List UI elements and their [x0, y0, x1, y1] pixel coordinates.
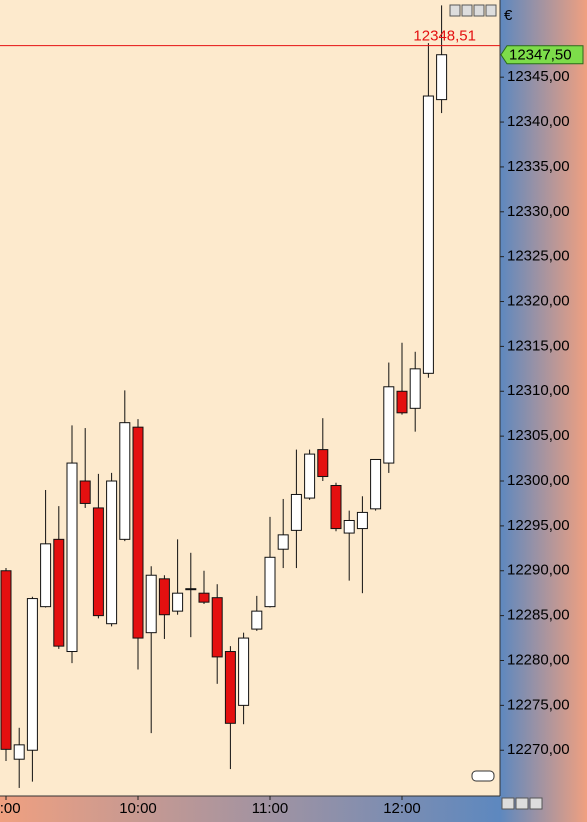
- window-controls: [449, 4, 497, 17]
- reference-label: 12348,51: [413, 28, 476, 45]
- candle-body: [343, 519, 355, 534]
- y-tick-label: 12295,00: [507, 517, 570, 534]
- y-tick-label: 12315,00: [507, 337, 570, 354]
- candle-body: [317, 449, 329, 478]
- y-tick-label: 12345,00: [507, 68, 570, 85]
- candle-body: [40, 543, 52, 608]
- candle-body: [145, 574, 157, 634]
- x-tick-label: 9:00: [0, 800, 21, 817]
- candle-body: [13, 744, 25, 760]
- candle-body: [53, 538, 65, 647]
- x-tick-label: 10:00: [119, 800, 157, 817]
- candle-body: [119, 422, 131, 540]
- candle-body: [79, 480, 91, 504]
- y-tick-label: 12285,00: [507, 607, 570, 624]
- last-price-label: 12347,50: [509, 47, 572, 64]
- restore-button[interactable]: [473, 4, 485, 17]
- scale-handle[interactable]: [471, 770, 495, 782]
- candle-body: [277, 534, 289, 550]
- y-tick-label: 12290,00: [507, 562, 570, 579]
- zoom-button[interactable]: [501, 797, 515, 810]
- candle-body: [132, 426, 144, 639]
- time-axis-background: [0, 796, 500, 822]
- zoom-button[interactable]: [515, 797, 529, 810]
- candle-body: [356, 511, 368, 530]
- candle-body: [211, 597, 223, 658]
- candle-body: [224, 651, 236, 724]
- candle-body: [172, 592, 184, 612]
- y-tick-label: 12305,00: [507, 427, 570, 444]
- currency-label: €: [504, 7, 513, 24]
- candle-body: [26, 598, 38, 751]
- candle-body: [436, 54, 448, 101]
- last-price-box: [500, 45, 584, 65]
- candle-body: [330, 484, 342, 530]
- candle-body: [409, 368, 421, 409]
- candle-body: [422, 95, 434, 374]
- y-tick-label: 12280,00: [507, 651, 570, 668]
- candle-body: [396, 390, 408, 414]
- y-tick-label: 12335,00: [507, 158, 570, 175]
- y-tick-label: 12320,00: [507, 292, 570, 309]
- candle-body: [383, 386, 395, 464]
- candle-body: [251, 610, 263, 630]
- candle-body: [290, 493, 302, 531]
- y-tick-label: 12330,00: [507, 203, 570, 220]
- y-tick-label: 12310,00: [507, 382, 570, 399]
- candle-body: [158, 578, 170, 616]
- candle-body: [238, 637, 250, 706]
- price-axis-background: [500, 0, 587, 822]
- candle-body: [106, 480, 118, 625]
- scroll-left-button[interactable]: [449, 4, 461, 17]
- y-tick-label: 12270,00: [507, 741, 570, 758]
- candle-body: [198, 592, 210, 603]
- y-tick-label: 12340,00: [507, 113, 570, 130]
- x-tick-label: 11:00: [252, 800, 288, 817]
- candle-body: [370, 458, 382, 510]
- plot-area: [0, 5, 448, 788]
- scroll-right-button[interactable]: [461, 4, 473, 17]
- candle-body: [185, 588, 197, 591]
- candle-body: [304, 453, 316, 499]
- zoom-controls: [501, 797, 543, 810]
- y-tick-label: 12325,00: [507, 248, 570, 265]
- candle-body: [264, 556, 276, 608]
- close-button[interactable]: [485, 4, 497, 17]
- y-tick-label: 12300,00: [507, 472, 570, 489]
- candle-body: [0, 570, 12, 750]
- zoom-button[interactable]: [529, 797, 543, 810]
- x-tick-label: 12:00: [383, 800, 421, 817]
- y-tick-label: 12275,00: [507, 696, 570, 713]
- candle-body: [66, 462, 78, 653]
- candle-body: [92, 507, 104, 617]
